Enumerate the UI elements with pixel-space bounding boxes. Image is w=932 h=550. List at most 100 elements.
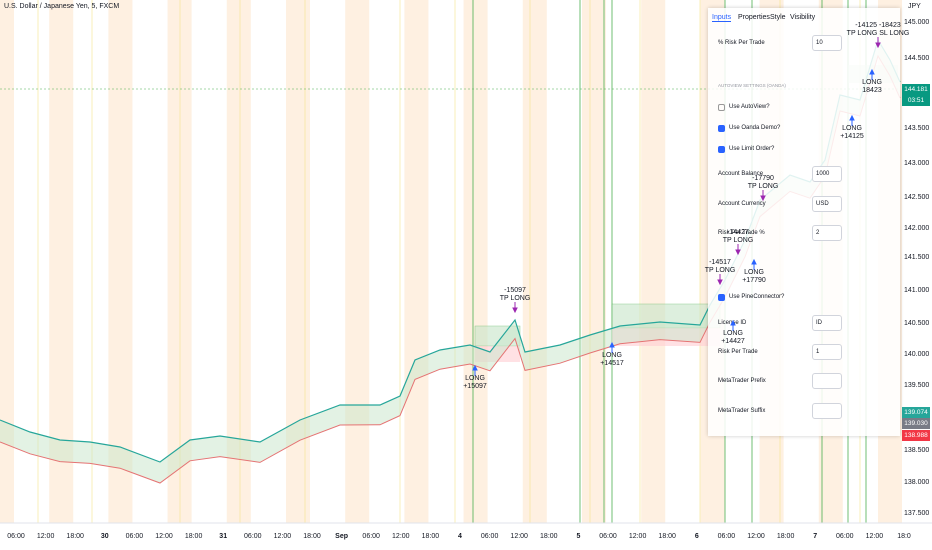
trade-label: LONG	[723, 330, 743, 337]
trade-label: TP LONG SL LONG	[847, 30, 910, 37]
time-label: 7	[813, 533, 817, 540]
tp-arrow	[735, 244, 741, 256]
settings-row: Account Currency USD	[718, 196, 894, 212]
session-band	[582, 0, 606, 523]
time-label: 6	[695, 533, 699, 540]
checkbox[interactable]	[718, 103, 725, 111]
trade-label: 18423	[862, 87, 882, 94]
time-label: 12:00	[37, 533, 55, 540]
session-band	[49, 0, 74, 523]
price-badge: 138.988	[902, 430, 930, 441]
session-band	[345, 0, 370, 523]
time-label: 31	[219, 533, 227, 540]
price-label: 143.000	[904, 160, 929, 167]
row-label: MetaTrader Suffix	[718, 408, 766, 414]
checkbox[interactable]	[718, 145, 725, 153]
time-label: 18:00	[777, 533, 795, 540]
time-label: 18:00	[422, 533, 440, 540]
row-label: MetaTrader Prefix	[718, 378, 766, 384]
row-label: Risk Per Trade %	[718, 230, 765, 236]
row-label: Account Currency	[718, 201, 766, 207]
input[interactable]	[812, 403, 842, 419]
long-arrow	[609, 341, 615, 353]
input[interactable]: 1	[812, 344, 842, 360]
trade-label: LONG	[842, 125, 862, 132]
session-band	[0, 0, 14, 523]
row-label: % Risk Per Trade	[718, 40, 765, 46]
session-band	[641, 0, 666, 523]
time-label: 06:00	[481, 533, 499, 540]
price-label: 145.000	[904, 19, 929, 26]
row-label: Account Balance	[718, 171, 764, 177]
trade-label: TP LONG	[748, 183, 779, 190]
price-badge: 03:51	[902, 95, 930, 106]
settings-row: Risk Per Trade 1	[718, 344, 894, 360]
session-band	[108, 0, 133, 523]
checkbox[interactable]	[718, 124, 725, 132]
time-label: 12:00	[392, 533, 410, 540]
time-label: 06:00	[126, 533, 144, 540]
input[interactable]: 1000	[812, 166, 842, 182]
settings-row: Use Oanda Demo?	[718, 121, 894, 135]
row-label: Risk Per Trade	[718, 349, 758, 355]
trade-label: LONG	[862, 79, 882, 86]
tab[interactable]: Style	[770, 14, 786, 21]
time-label: 06:00	[244, 533, 262, 540]
tp-arrow	[760, 190, 766, 202]
price-label: 141.500	[904, 254, 929, 261]
time-label: 30	[101, 533, 109, 540]
input[interactable]: ID	[812, 315, 842, 331]
trade-label: TP LONG	[705, 267, 736, 274]
price-label: 137.500	[904, 510, 929, 517]
trade-label: -14427	[727, 229, 749, 236]
trade-label: -17790	[752, 175, 774, 182]
settings-row: Account Balance 1000	[718, 166, 894, 182]
settings-row: Risk Per Trade % 2	[718, 225, 894, 241]
price-badge: 139.074	[902, 407, 930, 418]
session-band	[522, 0, 547, 523]
time-label: Sep	[335, 533, 348, 540]
price-label: 140.500	[904, 320, 929, 327]
price-label: 141.000	[904, 287, 929, 294]
long-arrow	[869, 68, 875, 80]
session-band	[167, 0, 192, 523]
price-label: 144.500	[904, 55, 929, 62]
tp-arrow	[875, 37, 881, 49]
input[interactable]: 2	[812, 225, 842, 241]
time-label: 06:00	[7, 533, 25, 540]
time-label: 06:00	[718, 533, 736, 540]
time-label: 18:0	[897, 533, 911, 540]
settings-row: MetaTrader Prefix	[718, 373, 894, 389]
price-label: 140.000	[904, 351, 929, 358]
tp-arrow	[512, 302, 518, 314]
time-label: 18:00	[66, 533, 84, 540]
time-label: 06:00	[599, 533, 617, 540]
checkbox[interactable]	[718, 293, 725, 301]
time-label: 12:00	[510, 533, 528, 540]
tab[interactable]: Visibility	[790, 14, 816, 21]
trade-label: TP LONG	[723, 237, 754, 244]
input[interactable]: USD	[812, 196, 842, 212]
time-label: 12:00	[629, 533, 647, 540]
price-label: 139.500	[904, 382, 929, 389]
tab[interactable]: Inputs	[712, 14, 732, 22]
settings-row: % Risk Per Trade 10	[718, 35, 894, 51]
input[interactable]	[812, 373, 842, 389]
settings-row: Use AutoView?	[718, 100, 894, 114]
time-label: 12:00	[155, 533, 173, 540]
trade-label: LONG	[744, 269, 764, 276]
session-band	[226, 0, 251, 523]
long-arrow	[849, 114, 855, 126]
symbol-title: U.S. Dollar / Japanese Yen, 5, FXCM	[4, 3, 119, 10]
trade-label: LONG	[465, 375, 485, 382]
tab[interactable]: Properties	[738, 14, 770, 21]
settings-panel: Inputs Properties Style Visibility % Risk Pe…	[708, 8, 900, 436]
time-label: 06:00	[362, 533, 380, 540]
trade-label: +14427	[721, 338, 745, 345]
session-band	[463, 0, 488, 523]
trade-label: +14517	[600, 360, 624, 367]
input[interactable]: 10	[812, 35, 842, 51]
trade-label: -15097	[504, 287, 526, 294]
time-label: 18:00	[185, 533, 203, 540]
